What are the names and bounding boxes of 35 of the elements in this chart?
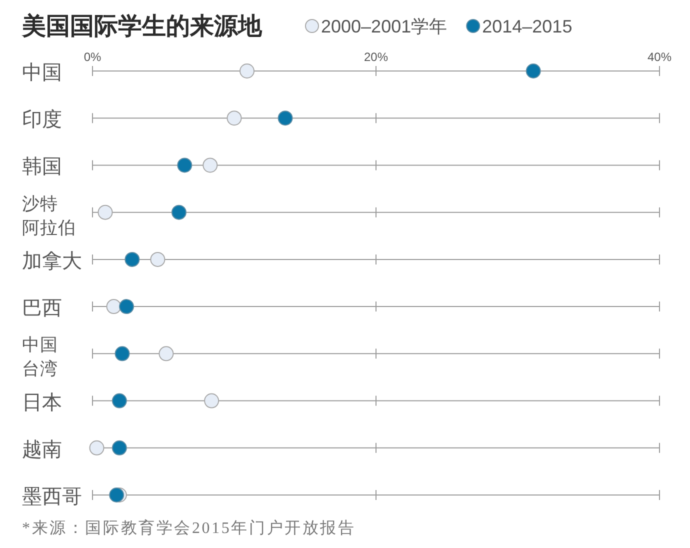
point — [204, 393, 220, 408]
x-tick-label: 40% — [647, 50, 672, 64]
y-tick-label: 沙特阿拉伯 — [22, 193, 76, 238]
point — [112, 440, 127, 456]
x-tick-label: 20% — [364, 50, 388, 64]
y-tick-label: 日本 — [22, 392, 62, 414]
point — [202, 158, 218, 173]
y-tick-label: 中国 — [22, 62, 62, 84]
y-tick-label: 中国台湾 — [22, 334, 58, 379]
y-tick-label: 巴西 — [22, 298, 62, 320]
point — [150, 252, 166, 267]
point — [98, 204, 113, 220]
point — [112, 393, 127, 408]
point — [158, 346, 174, 362]
point — [526, 64, 541, 78]
legend-label: 2014–2015 — [482, 16, 572, 36]
point — [177, 158, 192, 173]
y-tick-label: 韩国 — [22, 156, 62, 178]
point — [119, 299, 134, 314]
legend-label: 2000–2001学年 — [321, 16, 448, 36]
point — [240, 64, 255, 78]
point — [89, 440, 104, 456]
point — [171, 204, 186, 220]
point — [124, 252, 140, 267]
point — [226, 110, 242, 126]
x-tick-label: 0% — [84, 50, 102, 64]
point — [106, 299, 122, 314]
text: *来源：国际教育学会2015年门户开放报告 — [22, 519, 356, 537]
y-tick-label: 墨西哥 — [22, 486, 82, 508]
chart-title: 美国国际学生的来源地 — [21, 12, 263, 40]
point — [114, 346, 130, 362]
y-tick-label: 印度 — [22, 109, 62, 132]
y-tick-label: 加拿大 — [22, 250, 82, 272]
point — [278, 110, 293, 126]
y-tick-label: 越南 — [22, 438, 62, 461]
